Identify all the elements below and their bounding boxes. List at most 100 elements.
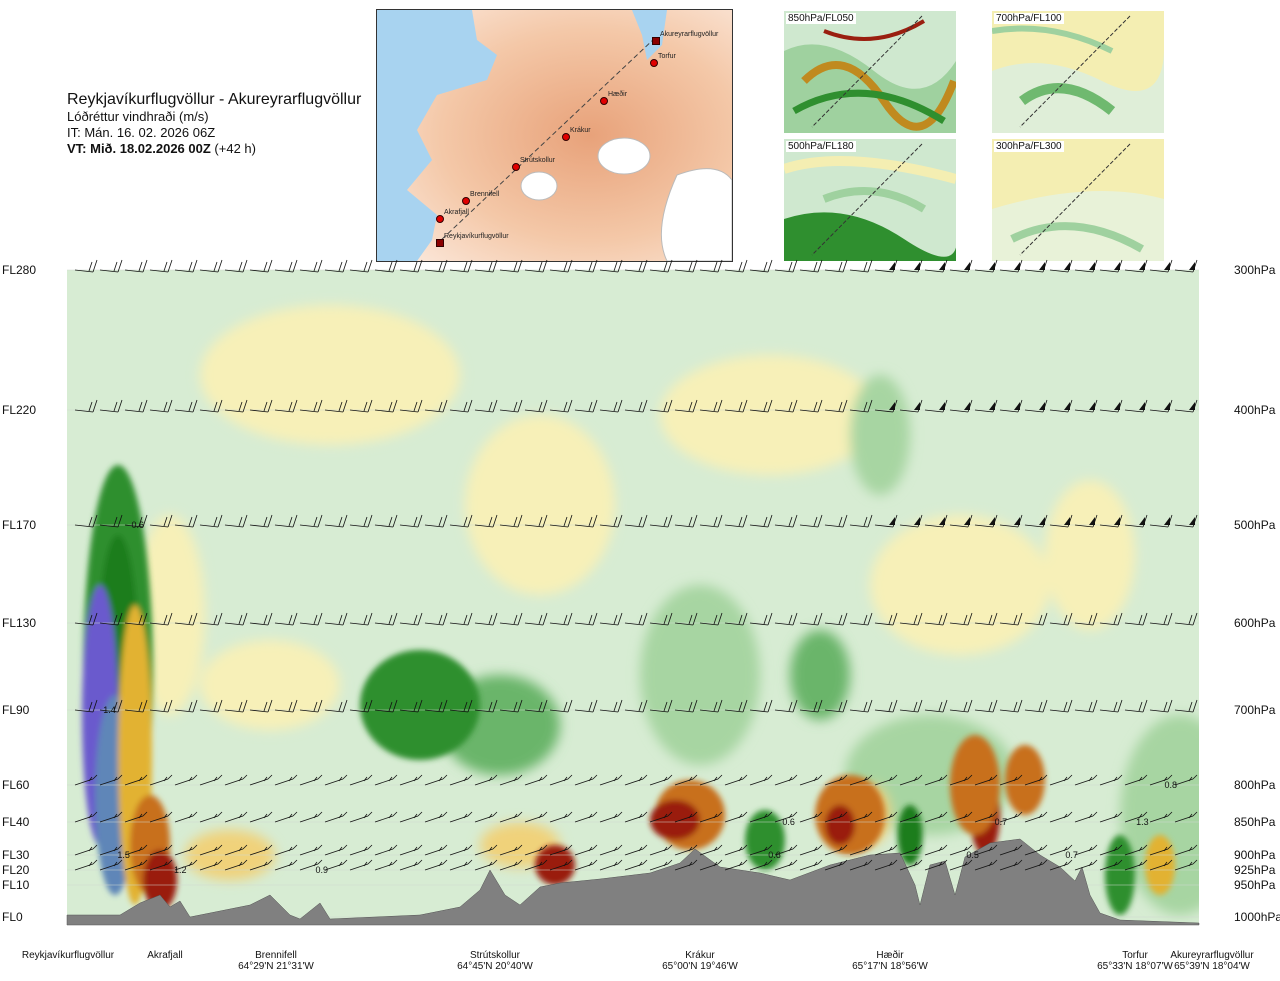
wind-barb — [899, 811, 923, 823]
wind-barb — [224, 612, 248, 626]
wind-barb — [649, 514, 673, 528]
y-tick-right: 600hPa — [1234, 616, 1276, 630]
wind-barb — [199, 859, 223, 871]
wind-barb — [499, 859, 523, 871]
wind-barb — [424, 612, 448, 626]
wind-barb — [424, 514, 448, 528]
wind-barb — [299, 844, 323, 856]
wind-barb — [274, 612, 298, 626]
wind-barb — [974, 259, 998, 273]
wind-barb — [1049, 612, 1073, 626]
wind-barb — [1024, 774, 1048, 786]
wind-barb — [149, 811, 173, 823]
wind-barb — [1124, 259, 1148, 273]
wind-barb — [899, 859, 923, 871]
wind-barb — [199, 774, 223, 786]
title-block: Reykjavíkurflugvöllur - Akureyrarflugvöl… — [67, 90, 361, 157]
wind-barb — [1074, 399, 1098, 413]
wind-barb — [1074, 844, 1098, 856]
wind-barb — [774, 612, 798, 626]
wind-barb — [699, 399, 723, 413]
wind-barb — [324, 811, 348, 823]
wind-barb — [274, 699, 298, 713]
wind-barb — [549, 774, 573, 786]
wind-barb — [1174, 774, 1198, 786]
wind-barb — [249, 612, 273, 626]
wind-barb — [624, 859, 648, 871]
wind-barb — [724, 811, 748, 823]
wind-barb — [774, 699, 798, 713]
wind-barb — [774, 774, 798, 786]
wind-barb — [99, 612, 123, 626]
wind-barb — [149, 844, 173, 856]
wind-barb — [674, 514, 698, 528]
wind-barb — [249, 774, 273, 786]
wind-barb — [1124, 514, 1148, 528]
wind-barb — [249, 399, 273, 413]
wind-barb — [324, 399, 348, 413]
y-tick-right: 400hPa — [1234, 403, 1276, 417]
wind-barb — [199, 399, 223, 413]
wind-barb — [299, 699, 323, 713]
terrain-profile — [66, 838, 1200, 926]
wind-barb — [1024, 612, 1048, 626]
mini-map-300-label: 300hPa/FL300 — [994, 141, 1064, 152]
wind-barb — [924, 774, 948, 786]
wind-barb — [1099, 811, 1123, 823]
wind-barb — [249, 859, 273, 871]
wind-barb — [499, 399, 523, 413]
contour-label: 0.9 — [315, 865, 328, 875]
wind-barb — [224, 811, 248, 823]
wind-barb — [399, 844, 423, 856]
wind-barb — [774, 811, 798, 823]
wind-barb — [1149, 612, 1173, 626]
wind-barb — [924, 811, 948, 823]
wind-barb — [674, 859, 698, 871]
wind-barb — [299, 811, 323, 823]
wind-barb — [1049, 811, 1073, 823]
mini-map-500-graphic — [784, 139, 956, 261]
field-blob — [790, 630, 850, 720]
wind-barb — [149, 859, 173, 871]
wind-barb — [724, 612, 748, 626]
wind-barb — [249, 514, 273, 528]
contour-label: 0.5 — [966, 850, 979, 860]
wind-barb — [1149, 844, 1173, 856]
wind-barb — [849, 514, 873, 528]
wind-barb — [299, 859, 323, 871]
field-blob — [850, 375, 910, 495]
wind-barb — [574, 699, 598, 713]
y-tick-right: 1000hPa — [1234, 910, 1280, 924]
wind-barb — [1099, 859, 1123, 871]
wind-barb — [699, 811, 723, 823]
wind-barb — [1174, 699, 1198, 713]
wind-barb — [299, 259, 323, 273]
wind-barb — [424, 811, 448, 823]
wind-barb — [1099, 844, 1123, 856]
wind-barb — [874, 514, 898, 528]
wind-barb — [524, 859, 548, 871]
mini-map-700: 700hPa/FL100 — [992, 11, 1164, 133]
wind-barb — [374, 844, 398, 856]
wind-barb — [224, 859, 248, 871]
wind-barb — [674, 774, 698, 786]
route-waypoint-marker — [650, 59, 658, 67]
cross-section-chart: 0.6 1.4 1.5 1.2 0.9 0.6 0.6 0.5 0.7 0.7 1.3 0.8 FL2… — [2, 259, 1280, 926]
wind-barb — [1099, 514, 1123, 528]
route-waypoint-marker — [562, 133, 570, 141]
wind-barb — [774, 859, 798, 871]
route-waypoint-label: Akureyrarflugvöllur — [660, 31, 719, 38]
wind-barb — [599, 811, 623, 823]
route-waypoint-marker — [436, 239, 444, 247]
station-name: Akrafjall — [147, 950, 183, 961]
wind-barb — [624, 259, 648, 273]
wind-barb — [799, 774, 823, 786]
wind-barb — [574, 259, 598, 273]
wind-barb — [549, 399, 573, 413]
wind-barb — [624, 811, 648, 823]
field-core — [650, 800, 700, 840]
wind-barb — [199, 699, 223, 713]
wind-barb — [824, 859, 848, 871]
station-name: Reykjavíkurflugvöllur — [21, 950, 115, 961]
field-blob — [640, 585, 760, 765]
